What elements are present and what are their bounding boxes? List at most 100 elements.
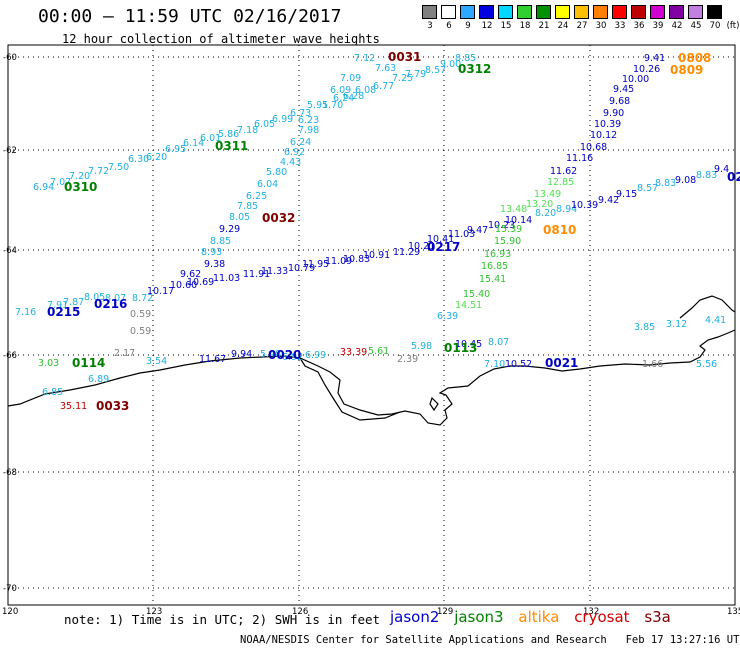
wave-height-value: 6.14 xyxy=(183,138,204,149)
wave-height-value: 2.17 xyxy=(114,348,135,359)
wave-height-value: 33.39 xyxy=(340,347,367,358)
wave-height-value: 11.67 xyxy=(199,354,226,365)
wave-height-value: 6.30 xyxy=(128,154,149,165)
wave-height-value: 9.38 xyxy=(204,259,225,270)
wave-height-value: 13.20 xyxy=(526,199,553,210)
wave-height-value: 8.05 xyxy=(229,212,250,223)
wave-height-value: 6.85 xyxy=(42,387,63,398)
wave-height-value: 5.48 xyxy=(260,349,281,360)
wave-height-value: 8.85 xyxy=(455,53,476,64)
legend-label: 70 xyxy=(709,21,721,31)
wave-height-value: 6.04 xyxy=(257,179,278,190)
legend-label: 39 xyxy=(652,21,664,31)
wave-height-value: 16.93 xyxy=(484,249,511,260)
wave-height-value: 7.07 xyxy=(50,177,71,188)
wave-height-value: 7.63 xyxy=(375,63,396,74)
wave-height-value: 9.94 xyxy=(231,349,252,360)
legend-swatch xyxy=(631,5,646,19)
legend-label: 36 xyxy=(633,21,645,31)
track-id: 0113 xyxy=(444,341,477,355)
legend-label: 6 xyxy=(446,21,452,31)
wave-height-value: 6.28 xyxy=(343,91,364,102)
wave-height-value: 6.77 xyxy=(373,81,394,92)
wave-height-value: 15.39 xyxy=(495,224,522,235)
legend-swatch xyxy=(612,5,627,19)
wave-height-value: 8.05 xyxy=(84,292,105,303)
wave-height-value: 8.57 xyxy=(425,65,446,76)
wave-height-value: 10.39 xyxy=(571,200,598,211)
wave-height-value: 5.98 xyxy=(411,341,432,352)
wave-height-value: 1.66 xyxy=(642,359,663,370)
legend-label: 3 xyxy=(427,21,433,31)
legend-label: 18 xyxy=(519,21,531,31)
wave-height-value: 0.59 xyxy=(130,309,151,320)
legend-swatch xyxy=(422,5,437,19)
graticule xyxy=(8,45,735,605)
wave-height-value: 9.47 xyxy=(467,225,488,236)
wave-height-value: 11.91 xyxy=(243,269,270,280)
legend-swatch xyxy=(479,5,494,19)
legend-label: 15 xyxy=(500,21,512,31)
wave-height-value: 9.42 xyxy=(598,195,619,206)
page-subtitle: 12 hour collection of altimeter wave hei… xyxy=(62,32,380,46)
wave-height-value: 7.85 xyxy=(237,201,258,212)
wave-height-value: 6.39 xyxy=(437,311,458,322)
wave-height-value: 5.80 xyxy=(266,167,287,178)
wave-height-value: 6.73 xyxy=(290,108,311,119)
wave-height-value: 9.15 xyxy=(616,189,637,200)
wave-height-value: 10.91 xyxy=(363,250,390,261)
wave-height-value: 10.60 xyxy=(170,280,197,291)
wave-height-value: 11.95 xyxy=(302,259,329,270)
wave-height-value: 6.01 xyxy=(200,133,221,144)
wave-height-value: 14.51 xyxy=(455,300,482,311)
wave-height-value: 9.45 xyxy=(613,84,634,95)
lat-label: -64 xyxy=(3,246,17,256)
wave-height-value: 9.90 xyxy=(603,108,624,119)
track-id: 0032 xyxy=(262,211,295,225)
wave-height-value: 10.14 xyxy=(505,215,532,226)
wave-height-value: 5.70 xyxy=(322,100,343,111)
latitude-labels: -60 -62 -64 -66 -68 -70 xyxy=(3,53,17,594)
track-id: 0310 xyxy=(64,180,97,194)
wave-height-value: 6.99 xyxy=(305,350,326,361)
wave-height-value: 6.24 xyxy=(290,137,311,148)
wave-height-value: 10.26 xyxy=(633,64,660,75)
wave-height-value: 11.29 xyxy=(393,247,420,258)
legend-label: 45 xyxy=(690,21,702,31)
wave-height-value: 6.94 xyxy=(33,182,54,193)
wave-height-value: 35.11 xyxy=(60,401,87,412)
wave-height-value: 6.23 xyxy=(298,115,319,126)
lon-label: 132 xyxy=(583,607,599,617)
wave-height-value: 10.17 xyxy=(147,286,174,297)
wave-height-value: 12.85 xyxy=(547,177,574,188)
wave-height-value: 6.89 xyxy=(88,374,109,385)
wave-height-value: 7.72 xyxy=(88,166,109,177)
lat-label: -62 xyxy=(3,146,17,156)
wave-height-value: 10.00 xyxy=(622,74,649,85)
wave-height-value: 6.95 xyxy=(165,144,186,155)
wave-height-value: 10.45 xyxy=(455,339,482,350)
legend-label: 42 xyxy=(671,21,683,31)
wave-height-value: 10.12 xyxy=(590,130,617,141)
track-id: 0031 xyxy=(388,50,421,64)
wave-height-value: 9.4 xyxy=(714,164,729,175)
wave-height-value: 11.03 xyxy=(213,273,240,284)
wave-height-value: 6.09 xyxy=(330,85,351,96)
wave-height-value: 8.94 xyxy=(556,204,577,215)
page-title: 00:00 – 11:59 UTC 02/16/2017 xyxy=(38,6,342,27)
track-id: 0215 xyxy=(47,305,80,319)
legend-swatch xyxy=(441,5,456,19)
wave-height-value: 7.79 xyxy=(405,69,426,80)
lon-label: 135 xyxy=(727,607,740,617)
wave-height-value: 8.20 xyxy=(535,208,556,219)
wave-height-value: 9.00 xyxy=(440,59,461,70)
legend-swatch xyxy=(650,5,665,19)
wave-height-value: 10.69 xyxy=(187,277,214,288)
wave-height-value: 13.49 xyxy=(534,189,561,200)
legend-swatch xyxy=(555,5,570,19)
wave-height-value: 7.16 xyxy=(15,307,36,318)
track-id: 0312 xyxy=(458,62,491,76)
longitude-labels: 120 123 126 129 132 135 xyxy=(2,607,740,617)
legend-label: 21 xyxy=(538,21,550,31)
legend-swatch xyxy=(574,5,589,19)
